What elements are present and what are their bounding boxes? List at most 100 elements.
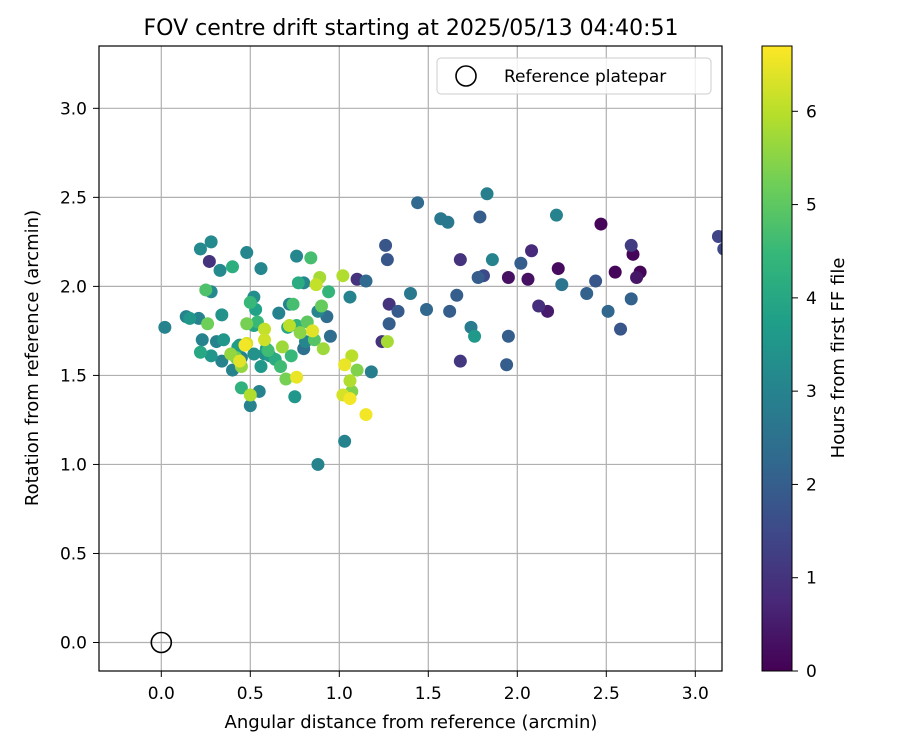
data-point <box>521 272 535 286</box>
data-point <box>420 303 434 317</box>
colorbar-tick-label: 5 <box>806 196 817 216</box>
x-tick-label: 1.0 <box>326 684 353 704</box>
data-point <box>555 278 569 292</box>
x-tick-label: 2.0 <box>504 684 531 704</box>
colorbar-label: Hours from first FF file <box>828 258 849 459</box>
data-point <box>380 253 394 267</box>
data-point <box>471 270 485 284</box>
data-point <box>238 338 252 352</box>
x-axis-ticks: 0.0 0.5 1.0 1.5 2.0 2.5 3.0 <box>148 671 709 704</box>
data-point <box>453 354 467 368</box>
data-points <box>158 187 722 471</box>
data-point <box>226 260 239 274</box>
data-point <box>441 215 455 229</box>
data-point <box>614 322 628 336</box>
colorbar <box>761 45 793 672</box>
data-point <box>193 345 207 359</box>
x-tick-label: 1.5 <box>415 684 442 704</box>
data-point <box>288 390 302 404</box>
data-point <box>291 276 305 290</box>
y-tick-label: 0.0 <box>60 634 87 654</box>
data-point <box>193 242 207 256</box>
colorbar-tick-label: 3 <box>806 382 817 402</box>
colorbar-tick-label: 1 <box>806 569 817 589</box>
data-point <box>453 253 467 267</box>
chart-title: FOV centre drift starting at 2025/05/13 … <box>144 16 679 41</box>
data-point <box>217 333 231 347</box>
data-point <box>391 304 405 318</box>
y-tick-label: 2.0 <box>60 277 87 297</box>
data-point <box>500 358 514 372</box>
data-point <box>272 306 286 320</box>
data-point <box>468 329 482 343</box>
data-point <box>359 274 373 288</box>
data-point <box>630 270 644 284</box>
legend-label: Reference platepar <box>504 67 666 87</box>
data-point <box>311 457 325 471</box>
data-point <box>234 381 248 395</box>
data-point <box>233 354 247 368</box>
data-point <box>243 295 257 309</box>
data-point <box>624 292 638 306</box>
data-point <box>323 329 337 343</box>
data-point <box>316 342 330 356</box>
data-point <box>580 287 594 301</box>
data-point <box>243 388 257 402</box>
data-point <box>350 363 364 377</box>
data-point <box>322 285 336 299</box>
data-point <box>304 251 318 265</box>
data-point <box>343 392 357 406</box>
data-point <box>286 297 300 311</box>
data-point <box>224 347 238 361</box>
data-point <box>443 304 457 318</box>
data-point <box>338 358 352 372</box>
colorbar-tick-label: 6 <box>806 102 817 122</box>
x-tick-label: 3.0 <box>682 684 709 704</box>
data-point <box>364 365 378 379</box>
data-point <box>411 196 425 210</box>
data-point <box>601 304 615 318</box>
data-point <box>243 399 257 413</box>
data-point <box>215 308 229 322</box>
data-point <box>551 262 565 276</box>
data-point <box>240 317 254 331</box>
y-tick-label: 1.0 <box>60 455 87 475</box>
plot-frame <box>98 45 723 672</box>
y-axis-label: Rotation from reference (arcmin) <box>22 210 43 506</box>
data-point <box>380 335 394 349</box>
data-point <box>258 333 272 347</box>
data-point <box>382 317 396 331</box>
data-point <box>532 299 546 313</box>
data-point <box>382 297 396 311</box>
data-point <box>711 230 722 244</box>
data-point <box>261 343 275 357</box>
data-point <box>293 326 307 340</box>
data-point <box>254 360 268 374</box>
data-point <box>306 324 320 338</box>
data-point <box>473 210 487 224</box>
data-point <box>343 290 357 304</box>
legend-marker-icon <box>455 65 477 87</box>
data-point <box>501 270 515 284</box>
data-point <box>379 238 393 252</box>
colorbar-ticks: 0 1 2 3 4 5 6 <box>792 102 817 682</box>
data-point <box>359 408 373 422</box>
data-point <box>549 208 563 222</box>
data-point <box>284 349 298 363</box>
grid-lines <box>99 46 722 671</box>
legend-box <box>436 57 712 95</box>
data-point <box>274 360 288 374</box>
data-point <box>525 244 539 258</box>
data-point <box>343 374 357 388</box>
data-point <box>485 253 499 267</box>
data-point <box>282 319 296 333</box>
data-point <box>404 287 417 301</box>
data-point <box>589 274 603 288</box>
y-tick-label: 2.5 <box>60 188 87 208</box>
data-point <box>290 249 304 263</box>
data-point <box>201 317 215 331</box>
data-point <box>594 217 608 231</box>
legend: Reference platepar <box>436 57 712 95</box>
data-point <box>202 254 216 268</box>
x-tick-label: 2.5 <box>593 684 620 704</box>
